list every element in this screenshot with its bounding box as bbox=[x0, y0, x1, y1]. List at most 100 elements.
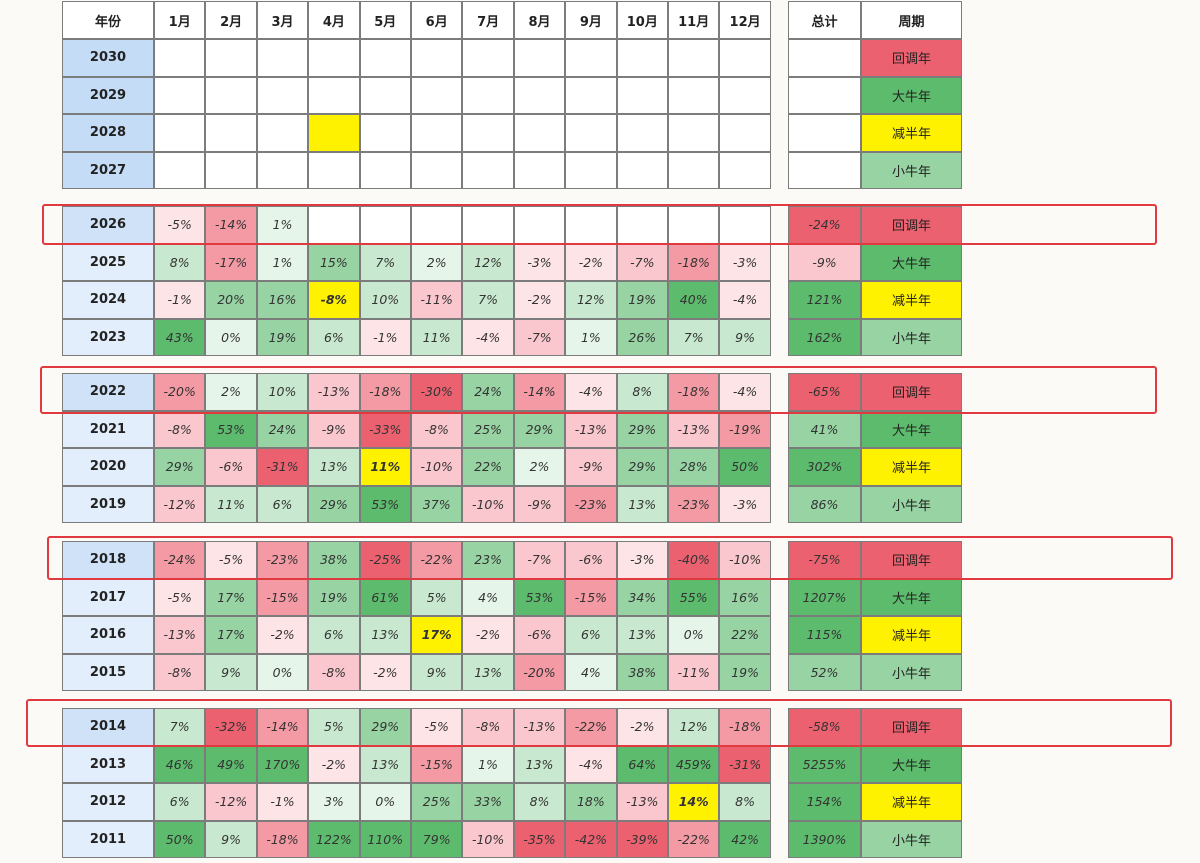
month-value-cell[interactable]: 2% bbox=[513, 448, 566, 486]
total-cell[interactable] bbox=[788, 39, 861, 77]
total-cell[interactable]: -58% bbox=[788, 708, 861, 746]
month-value-cell[interactable]: -13% bbox=[513, 708, 566, 746]
month-value-cell[interactable]: -10% bbox=[462, 485, 514, 523]
year-cell[interactable]: 2022 bbox=[62, 373, 154, 411]
month-value-cell[interactable]: 24% bbox=[462, 373, 514, 411]
month-value-cell[interactable]: 55% bbox=[668, 578, 720, 616]
month-value-cell[interactable] bbox=[308, 114, 360, 152]
month-value-cell[interactable]: 19% bbox=[616, 281, 668, 319]
total-cell[interactable]: 1390% bbox=[788, 820, 861, 858]
month-value-cell[interactable] bbox=[513, 114, 566, 152]
year-cell[interactable]: 2019 bbox=[62, 485, 154, 523]
month-value-cell[interactable]: -9% bbox=[308, 410, 360, 448]
month-value-cell[interactable]: -13% bbox=[565, 410, 617, 448]
month-value-cell[interactable]: 12% bbox=[462, 243, 514, 281]
month-value-cell[interactable]: 53% bbox=[205, 410, 257, 448]
month-value-cell[interactable]: -14% bbox=[256, 708, 309, 746]
month-value-cell[interactable]: 17% bbox=[205, 616, 257, 654]
month-value-cell[interactable]: 14% bbox=[668, 783, 720, 821]
month-value-cell[interactable]: 11% bbox=[411, 318, 463, 356]
month-value-cell[interactable]: 13% bbox=[308, 448, 360, 486]
month-value-cell[interactable]: -2% bbox=[359, 653, 411, 691]
month-value-cell[interactable]: 34% bbox=[616, 578, 668, 616]
month-value-cell[interactable]: 20% bbox=[205, 281, 257, 319]
month-value-cell[interactable]: 17% bbox=[411, 616, 463, 654]
month-value-cell[interactable]: 6% bbox=[308, 616, 360, 654]
month-value-cell[interactable]: 37% bbox=[411, 485, 463, 523]
month-value-cell[interactable]: 8% bbox=[513, 783, 566, 821]
month-value-cell[interactable]: 79% bbox=[411, 820, 463, 858]
month-value-cell[interactable]: 18% bbox=[565, 783, 617, 821]
month-value-cell[interactable]: 9% bbox=[205, 653, 257, 691]
month-value-cell[interactable]: 1% bbox=[256, 206, 309, 244]
month-value-cell[interactable]: -8% bbox=[308, 281, 360, 319]
month-value-cell[interactable]: 6% bbox=[256, 485, 309, 523]
month-value-cell[interactable] bbox=[719, 114, 771, 152]
month-value-cell[interactable]: 22% bbox=[462, 448, 514, 486]
month-value-cell[interactable]: 3% bbox=[308, 783, 360, 821]
month-value-cell[interactable]: 1% bbox=[565, 318, 617, 356]
month-value-cell[interactable]: -4% bbox=[565, 745, 617, 783]
month-value-cell[interactable]: 15% bbox=[308, 243, 360, 281]
month-value-cell[interactable] bbox=[616, 39, 668, 77]
month-value-cell[interactable]: 122% bbox=[308, 820, 360, 858]
total-cell[interactable]: 162% bbox=[788, 318, 861, 356]
month-value-cell[interactable] bbox=[154, 151, 206, 189]
total-cell[interactable]: 52% bbox=[788, 653, 861, 691]
month-value-cell[interactable]: -23% bbox=[256, 541, 309, 579]
month-value-cell[interactable]: 29% bbox=[616, 410, 668, 448]
month-value-cell[interactable]: -4% bbox=[462, 318, 514, 356]
month-value-cell[interactable]: -6% bbox=[205, 448, 257, 486]
month-value-cell[interactable] bbox=[668, 76, 720, 114]
month-value-cell[interactable]: 28% bbox=[668, 448, 720, 486]
month-value-cell[interactable]: 459% bbox=[668, 745, 720, 783]
month-value-cell[interactable] bbox=[513, 151, 566, 189]
month-value-cell[interactable] bbox=[513, 76, 566, 114]
month-value-cell[interactable]: -11% bbox=[668, 653, 720, 691]
month-value-cell[interactable]: 2% bbox=[205, 373, 257, 411]
month-value-cell[interactable]: -18% bbox=[668, 243, 720, 281]
month-value-cell[interactable]: 17% bbox=[205, 578, 257, 616]
month-value-cell[interactable]: -8% bbox=[308, 653, 360, 691]
month-value-cell[interactable]: -13% bbox=[668, 410, 720, 448]
month-value-cell[interactable]: 13% bbox=[359, 745, 411, 783]
year-cell[interactable]: 2013 bbox=[62, 745, 154, 783]
month-value-cell[interactable]: 6% bbox=[308, 318, 360, 356]
total-cell[interactable] bbox=[788, 114, 861, 152]
total-cell[interactable]: 41% bbox=[788, 410, 861, 448]
month-value-cell[interactable]: 9% bbox=[205, 820, 257, 858]
total-cell[interactable]: -65% bbox=[788, 373, 861, 411]
month-value-cell[interactable] bbox=[668, 151, 720, 189]
month-value-cell[interactable]: -15% bbox=[565, 578, 617, 616]
total-cell[interactable]: -9% bbox=[788, 243, 861, 281]
month-value-cell[interactable]: 19% bbox=[308, 578, 360, 616]
total-cell[interactable]: 5255% bbox=[788, 745, 861, 783]
month-value-cell[interactable]: -1% bbox=[256, 783, 309, 821]
month-value-cell[interactable]: -18% bbox=[256, 820, 309, 858]
month-value-cell[interactable] bbox=[205, 39, 257, 77]
year-cell[interactable]: 2018 bbox=[62, 541, 154, 579]
month-value-cell[interactable] bbox=[462, 114, 514, 152]
month-value-cell[interactable]: 13% bbox=[462, 653, 514, 691]
month-value-cell[interactable]: 33% bbox=[462, 783, 514, 821]
month-value-cell[interactable]: -35% bbox=[513, 820, 566, 858]
month-value-cell[interactable]: 11% bbox=[359, 448, 411, 486]
month-value-cell[interactable] bbox=[359, 151, 411, 189]
month-value-cell[interactable]: 6% bbox=[154, 783, 206, 821]
month-value-cell[interactable] bbox=[668, 206, 720, 244]
month-value-cell[interactable]: -4% bbox=[719, 373, 771, 411]
month-value-cell[interactable]: -6% bbox=[565, 541, 617, 579]
month-value-cell[interactable]: 29% bbox=[359, 708, 411, 746]
month-value-cell[interactable]: -4% bbox=[565, 373, 617, 411]
month-value-cell[interactable] bbox=[205, 76, 257, 114]
month-value-cell[interactable]: 43% bbox=[154, 318, 206, 356]
month-value-cell[interactable] bbox=[256, 114, 309, 152]
month-value-cell[interactable]: -14% bbox=[513, 373, 566, 411]
month-value-cell[interactable]: -2% bbox=[256, 616, 309, 654]
month-value-cell[interactable]: 38% bbox=[616, 653, 668, 691]
month-value-cell[interactable]: 170% bbox=[256, 745, 309, 783]
month-value-cell[interactable]: -13% bbox=[616, 783, 668, 821]
year-cell[interactable]: 2026 bbox=[62, 206, 154, 244]
year-cell[interactable]: 2024 bbox=[62, 281, 154, 319]
month-value-cell[interactable]: 29% bbox=[513, 410, 566, 448]
